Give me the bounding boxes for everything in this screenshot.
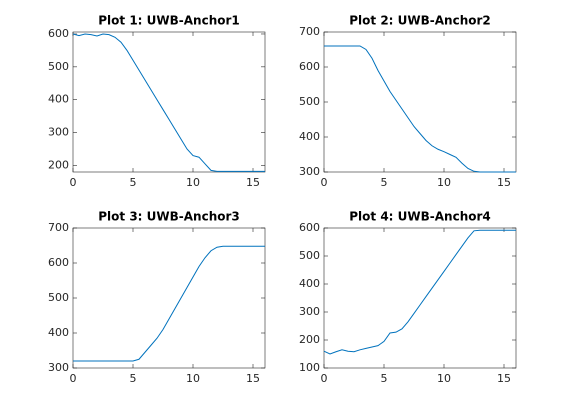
x-tick-label: 5	[381, 372, 388, 385]
data-line	[72, 33, 265, 172]
x-tick-label: 10	[186, 176, 200, 189]
x-tick-label: 0	[321, 372, 328, 385]
y-tick-label: 400	[299, 130, 320, 143]
x-tick-label: 0	[70, 372, 77, 385]
subplot: Plot 4: UWB-Anchor4 0 5 10 15 100 200 300 400 500…	[299, 210, 517, 385]
y-tick-label: 500	[299, 249, 320, 262]
y-tick-label: 500	[299, 95, 320, 108]
subplot-title: Plot 4: UWB-Anchor4	[349, 210, 491, 224]
y-tick-label: 400	[48, 93, 69, 106]
x-tick-label: 5	[130, 176, 137, 189]
y-tick-label: 400	[299, 277, 320, 290]
y-tick-label: 200	[299, 333, 320, 346]
axes-box	[323, 227, 517, 369]
y-tick-label: 600	[48, 27, 69, 40]
y-tick-label: 600	[299, 221, 320, 234]
y-tick-label: 300	[48, 126, 69, 139]
y-tick-label: 700	[48, 221, 69, 234]
x-tick-label: 15	[246, 372, 260, 385]
x-tick-label: 10	[186, 372, 200, 385]
y-tick-label: 200	[48, 158, 69, 171]
x-tick-label: 0	[70, 176, 77, 189]
x-tick-label: 10	[437, 372, 451, 385]
y-tick-label: 300	[48, 361, 69, 374]
subplot: Plot 2: UWB-Anchor2 0 5 10 15 300 400 500 600 700	[299, 14, 517, 189]
x-tick-label: 5	[381, 176, 388, 189]
data-line	[323, 229, 516, 355]
subplot: Plot 3: UWB-Anchor3 0 5 10 15 300 400 500 600 700	[48, 210, 266, 385]
subplot: Plot 1: UWB-Anchor1 0 5 10 15 200 300 400 500 600	[48, 14, 266, 189]
y-tick-label: 600	[299, 60, 320, 73]
y-tick-label: 500	[48, 291, 69, 304]
data-line	[73, 245, 265, 362]
y-tick-label: 300	[299, 305, 320, 318]
subplot-title: Plot 1: UWB-Anchor1	[98, 14, 240, 28]
y-tick-label: 600	[48, 256, 69, 269]
x-tick-label: 10	[437, 176, 451, 189]
x-tick-label: 5	[130, 372, 137, 385]
axes-box	[72, 31, 266, 173]
subplot-title: Plot 2: UWB-Anchor2	[349, 14, 491, 28]
x-tick-label: 15	[497, 372, 511, 385]
x-tick-label: 15	[497, 176, 511, 189]
y-tick-label: 500	[48, 60, 69, 73]
axes-box	[323, 31, 517, 173]
x-tick-label: 0	[321, 176, 328, 189]
y-tick-label: 700	[299, 25, 320, 38]
y-tick-label: 100	[299, 361, 320, 374]
subplot-title: Plot 3: UWB-Anchor3	[98, 210, 240, 224]
y-tick-label: 300	[299, 165, 320, 178]
data-line	[324, 45, 516, 173]
x-tick-label: 15	[246, 176, 260, 189]
y-tick-label: 400	[48, 326, 69, 339]
axes-box	[72, 227, 266, 369]
